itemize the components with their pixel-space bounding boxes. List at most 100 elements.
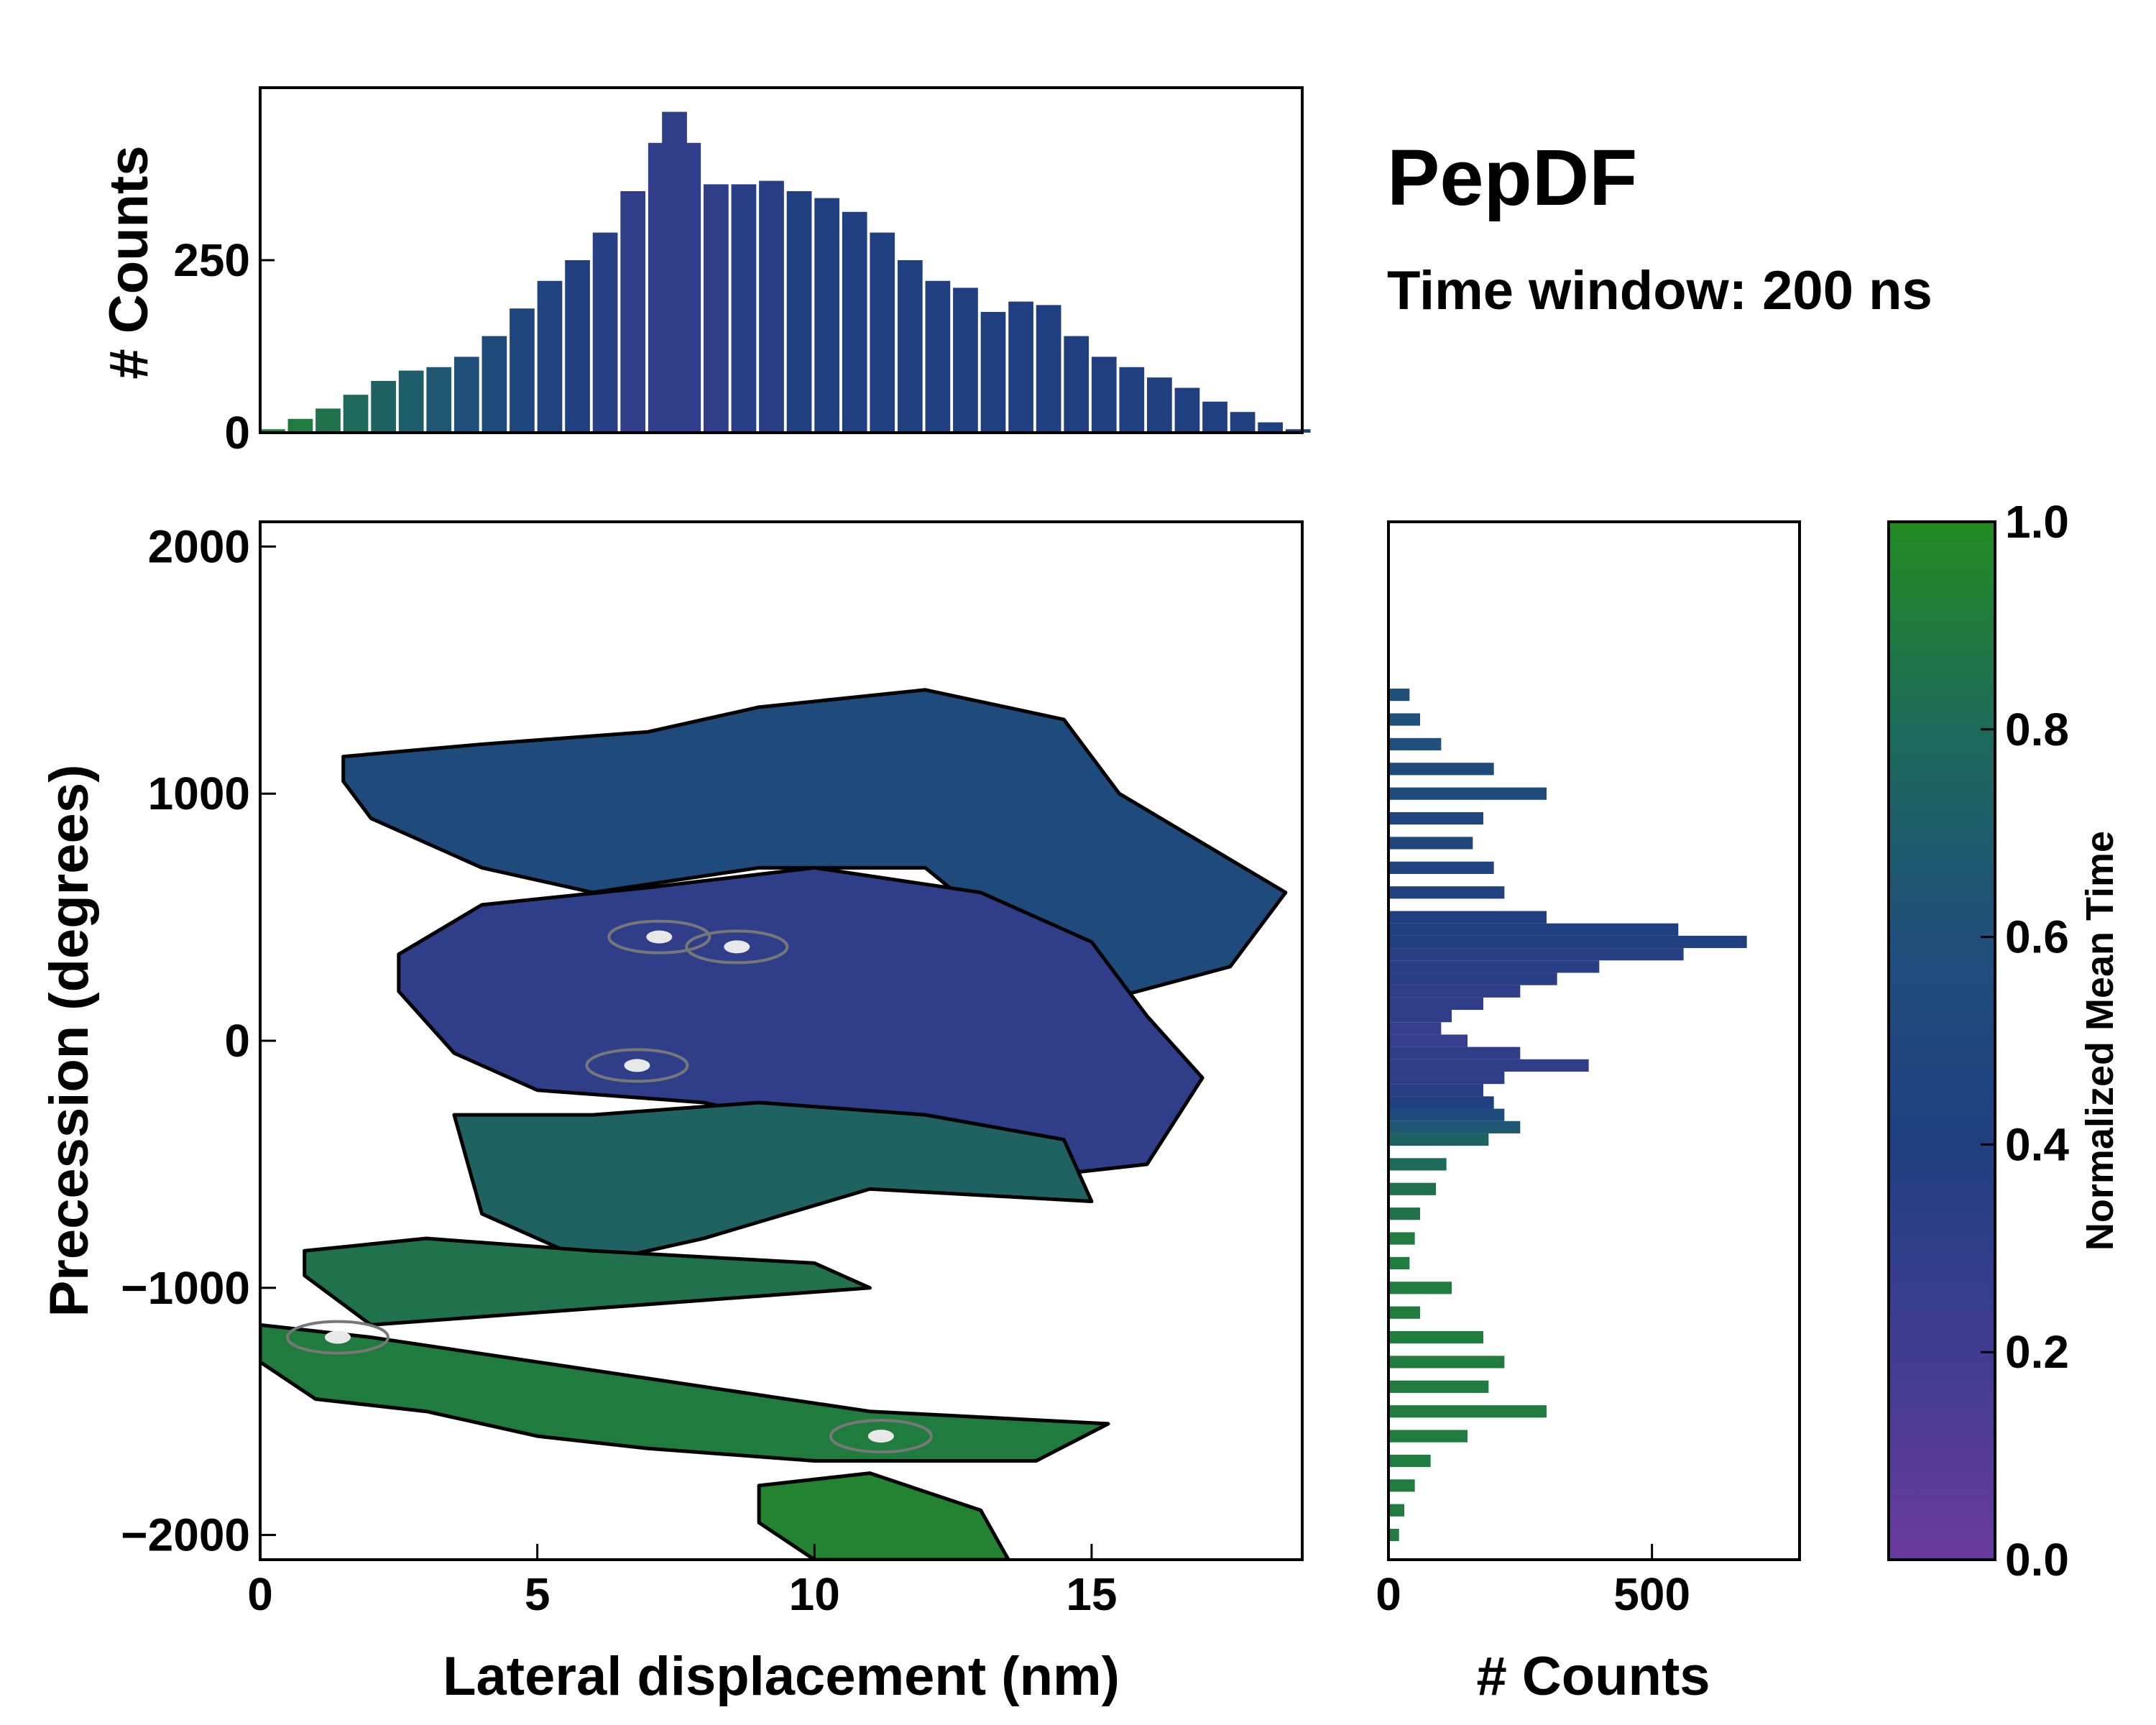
right-hist-bar: [1388, 1034, 1468, 1047]
right-hist-bar: [1388, 1121, 1521, 1133]
right-hist-bar: [1388, 948, 1684, 961]
top-hist-bar: [1174, 387, 1200, 433]
top-hist-bar: [398, 370, 424, 433]
density-contour: [685, 929, 789, 965]
main-xtick-label: 5: [525, 1568, 550, 1620]
right-hist-bar: [1388, 923, 1679, 936]
right-hist-bar: [1388, 1380, 1489, 1393]
top-hist-bar: [371, 381, 396, 433]
right-hist-bar: [1388, 787, 1547, 800]
right-hist-bar: [1388, 713, 1420, 726]
right-hist-bar: [1388, 1059, 1589, 1072]
right-hist-bar: [1388, 689, 1410, 702]
top-hist-bar: [343, 395, 369, 433]
heatmap-region-central-band: [397, 865, 1204, 1179]
right-hist-bar: [1388, 1306, 1420, 1319]
right-hist-bar: [1388, 861, 1494, 874]
top-hist-bar: [510, 308, 535, 433]
density-peak-peak-1: [646, 930, 673, 944]
right-hist-bar: [1388, 1430, 1468, 1443]
right-xtick-label: 0: [1376, 1568, 1401, 1620]
main-ytick-label: 2000: [148, 520, 250, 572]
top-hist-bar: [1119, 367, 1145, 433]
top-hist-bar: [287, 418, 313, 433]
right-hist-bar: [1388, 1479, 1415, 1492]
density-peak-peak-5: [324, 1330, 351, 1344]
heatmap-plot-area: [260, 688, 1288, 1560]
top-ytick-label: 0: [224, 407, 250, 459]
right-hist-bar: [1388, 1405, 1547, 1418]
right-hist-bar: [1388, 997, 1483, 1011]
top-hist-bar: [676, 142, 701, 433]
top-hist-bar: [1230, 412, 1256, 433]
colorbar-tick-label: 1.0: [2005, 496, 2069, 548]
main-ytick-label: 0: [224, 1015, 250, 1067]
right-hist-bar: [1388, 1208, 1420, 1220]
right-hist-bar: [1388, 1182, 1436, 1195]
colorbar-gradient: [1887, 520, 1996, 1561]
main-ytick-label: −1000: [121, 1262, 250, 1314]
right-hist-bar: [1388, 960, 1600, 973]
top-hist-bar: [1258, 422, 1284, 433]
right-xtick-label: 500: [1613, 1568, 1690, 1620]
top-hist-bar: [1008, 301, 1033, 433]
heatmap-region-lower-upper-band: [452, 1100, 1094, 1265]
right-hist-bar: [1388, 1529, 1399, 1542]
right-hist-bar: [1388, 1504, 1404, 1517]
density-peak-peak-3: [624, 1059, 650, 1072]
top-hist-bar: [786, 191, 812, 433]
right-hist-bar: [1388, 1084, 1483, 1097]
density-peak-peak-2: [724, 940, 750, 954]
right-hist-bar: [1388, 1158, 1447, 1171]
main-xlabel: Lateral displacement (nm): [443, 1646, 1120, 1707]
right-hist-bar: [1388, 1046, 1521, 1059]
top-hist-bar: [1285, 429, 1311, 433]
main-xtick-label: 0: [247, 1568, 273, 1620]
right-hist-bar: [1388, 935, 1747, 949]
top-hist-bar: [260, 429, 285, 433]
density-contour: [585, 1048, 689, 1083]
right-hist-bar: [1388, 1010, 1452, 1023]
top-hist-bar: [453, 356, 479, 433]
right-hist-bar: [1388, 1022, 1442, 1035]
right-hist-bar: [1388, 837, 1473, 850]
figure-title: PepDF: [1387, 134, 1637, 222]
top-hist-bar: [704, 184, 729, 433]
top-hist-bar: [1202, 401, 1227, 433]
top-hist-bar: [842, 211, 867, 433]
main-xtick-label: 15: [1066, 1568, 1117, 1620]
right-hist-bar: [1388, 911, 1547, 924]
top-hist-bar: [759, 180, 784, 433]
right-hist-bar: [1388, 1071, 1505, 1085]
right-hist-bar: [1388, 811, 1483, 825]
main-ylabel: Precession (degrees): [39, 765, 100, 1317]
colorbar-tick-label: 0.2: [2005, 1326, 2069, 1378]
top-hist-bar: [1064, 336, 1089, 433]
colorbar-tick-label: 0.6: [2005, 911, 2069, 963]
top-hist-bar: [953, 288, 978, 433]
colorbar-panel: 0.0 0.2 0.4 0.6 0.8 1.0: [1887, 496, 2069, 1586]
right-hist-bar: [1388, 1096, 1494, 1109]
right-hist-bar: [1388, 1133, 1489, 1146]
right-hist-bar: [1388, 1356, 1505, 1368]
right-hist-bar: [1388, 985, 1521, 998]
top-hist-bar: [482, 336, 507, 433]
top-ytick-label: 250: [173, 234, 250, 286]
main-ytick-label: 1000: [148, 768, 250, 819]
heatmap-region-green-band-3: [757, 1471, 1010, 1560]
density-contour: [285, 1320, 390, 1355]
main-xtick-label: 10: [789, 1568, 840, 1620]
main-heatmap-panel: 0 5 10 15 2000 1000 0 −1000 −2000: [121, 520, 1304, 1620]
top-hist-bar: [897, 260, 923, 433]
colorbar-tick-label: 0.0: [2005, 1534, 2069, 1586]
top-hist-bar: [565, 260, 590, 433]
right-hist-bar: [1388, 1108, 1505, 1121]
top-histogram-ylabel: # Counts: [98, 145, 160, 379]
top-hist-bar: [426, 367, 452, 433]
top-hist-bar: [814, 198, 839, 433]
density-contour: [829, 1419, 933, 1454]
top-hist-bar: [620, 191, 646, 433]
right-hist-bar: [1388, 1330, 1483, 1344]
top-hist-bar: [1091, 356, 1117, 433]
